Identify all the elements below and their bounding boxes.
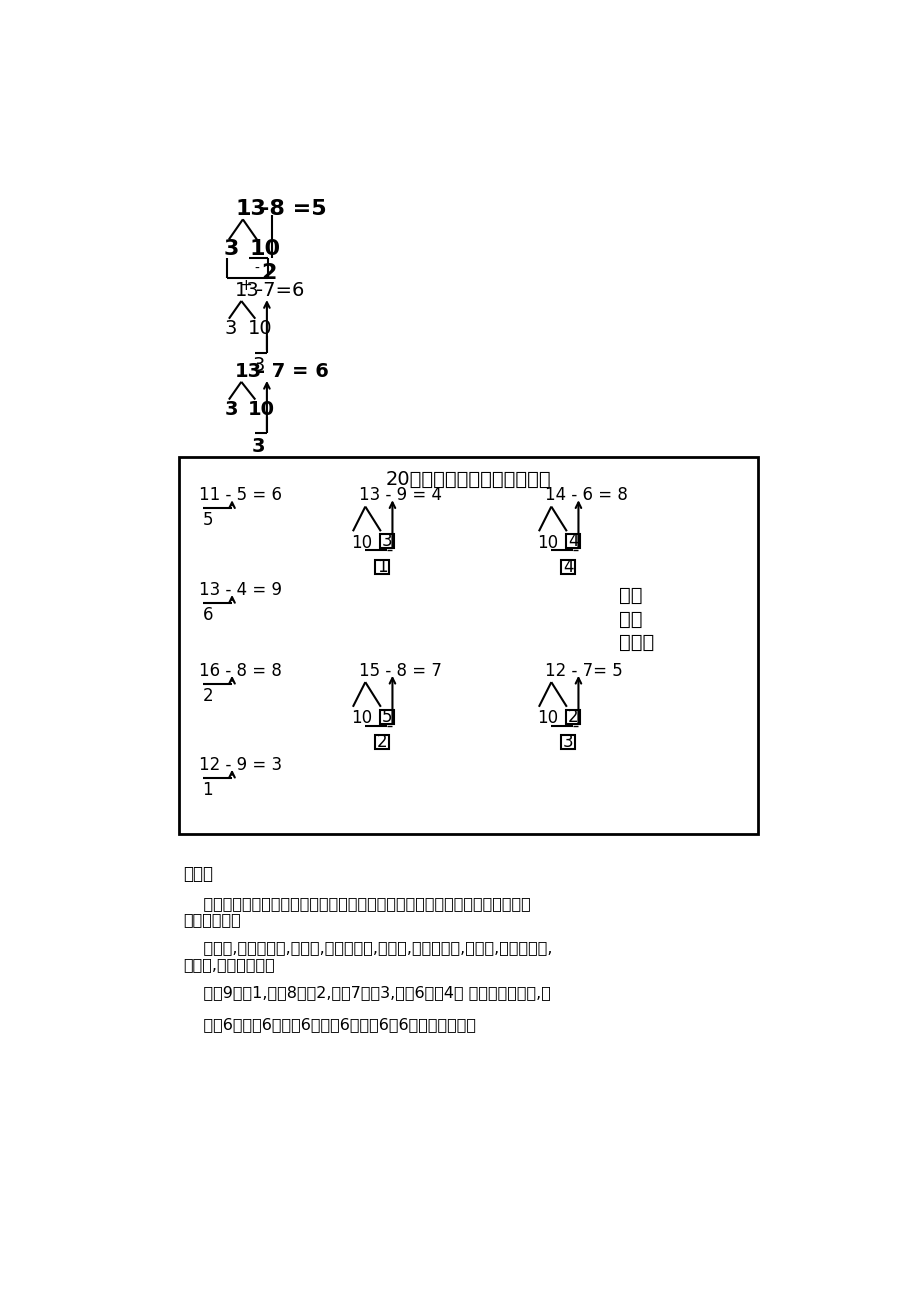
Text: 20以内的退位减法（破十法）: 20以内的退位减法（破十法）: [385, 470, 550, 490]
Text: 10: 10: [248, 319, 273, 339]
Text: 3: 3: [562, 733, 573, 751]
Text: 12 - 7= 5: 12 - 7= 5: [545, 661, 622, 680]
Text: 11 - 5 = 6: 11 - 5 = 6: [199, 486, 281, 504]
Text: 10: 10: [248, 400, 275, 419]
Text: 二减: 二减: [618, 609, 641, 629]
Text: 3: 3: [224, 319, 236, 339]
Text: 2: 2: [261, 263, 277, 283]
Text: 一五6，二四6，三三6，四二6，五一6；6的组成没遗漏。: 一五6，二四6，三三6，四二6，五一6；6的组成没遗漏。: [183, 1017, 476, 1032]
Text: 凑成一双手。: 凑成一双手。: [183, 913, 241, 927]
Bar: [380, 534, 393, 548]
Text: 13: 13: [235, 199, 266, 219]
Text: 10: 10: [249, 240, 280, 259]
Text: -8 =5: -8 =5: [260, 199, 326, 219]
Text: 看到9想到1,看到8想到2,看到7想到3,看到6想到4。 看到大数加小数,。: 看到9想到1,看到8想到2,看到7想到3,看到6想到4。 看到大数加小数,。: [183, 984, 550, 1000]
Text: 三要加: 三要加: [618, 633, 653, 651]
Text: 13: 13: [235, 281, 259, 301]
Text: 1: 1: [202, 781, 213, 799]
Bar: [565, 534, 579, 548]
Bar: [375, 736, 389, 749]
Text: - 7 = 6: - 7 = 6: [256, 362, 328, 381]
Bar: [178, 457, 757, 833]
Bar: [375, 560, 389, 574]
Text: 3: 3: [252, 437, 266, 456]
Text: 4: 4: [562, 557, 573, 575]
Text: 一看: 一看: [618, 586, 641, 605]
Text: -: -: [255, 262, 259, 276]
Text: 3: 3: [381, 533, 391, 551]
Text: 6: 6: [202, 607, 213, 624]
Text: 3: 3: [252, 357, 265, 375]
Text: 13: 13: [235, 362, 262, 381]
Bar: [380, 710, 393, 724]
Text: 一加九,十只小蝌蚪,二加八,十只花老鸭,三加七,十只老母鸡,四加六,十只金丝猴,: 一加九,十只小蝌蚪,二加八,十只花老鸭,三加七,十只老母鸡,四加六,十只金丝猴,: [183, 940, 552, 956]
Text: 2: 2: [202, 687, 213, 704]
Text: 2: 2: [567, 708, 578, 725]
Text: 5: 5: [381, 708, 391, 725]
Bar: [561, 560, 574, 574]
Text: 4: 4: [567, 533, 578, 551]
Text: 15 - 8 = 7: 15 - 8 = 7: [358, 661, 441, 680]
Text: 3: 3: [223, 240, 239, 259]
Text: 一九一九好朋友，二八二八手拉手，三七三七真亲密，四六四六一起走。五五: 一九一九好朋友，二八二八手拉手，三七三七真亲密，四六四六一起走。五五: [183, 896, 530, 910]
Text: 3: 3: [224, 400, 237, 419]
Text: 2: 2: [377, 733, 387, 751]
Text: 12 - 9 = 3: 12 - 9 = 3: [199, 755, 281, 773]
Text: 10: 10: [537, 710, 558, 728]
Text: -7=6: -7=6: [255, 281, 304, 301]
Text: 1: 1: [377, 557, 387, 575]
Text: 16 - 8 = 8: 16 - 8 = 8: [199, 661, 281, 680]
Text: 13 - 4 = 9: 13 - 4 = 9: [199, 581, 281, 599]
Bar: [561, 736, 574, 749]
Text: 10: 10: [351, 710, 372, 728]
Text: 13 - 9 = 4: 13 - 9 = 4: [358, 486, 442, 504]
Text: 10: 10: [537, 534, 558, 552]
Text: 5: 5: [202, 512, 213, 530]
Text: 五加五,十只大老虎。: 五加五,十只大老虎。: [183, 957, 275, 973]
Text: 14 - 6 = 8: 14 - 6 = 8: [545, 486, 628, 504]
Bar: [565, 710, 579, 724]
Text: +: +: [239, 279, 252, 293]
Text: 10: 10: [351, 534, 372, 552]
Text: 凑十歌: 凑十歌: [183, 865, 213, 883]
